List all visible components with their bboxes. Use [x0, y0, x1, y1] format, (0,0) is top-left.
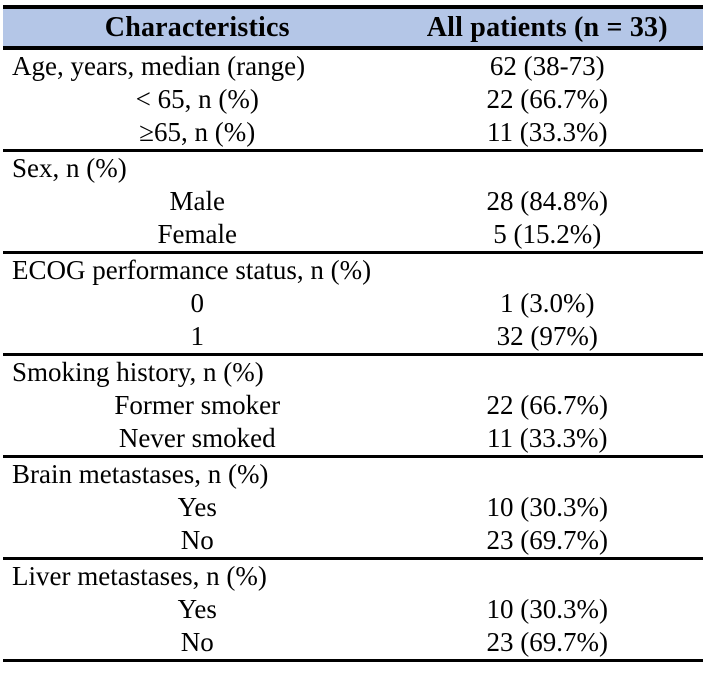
table-row: Former smoker 22 (66.7%)	[3, 389, 703, 422]
row-value-smoking-never: 11 (33.3%)	[487, 423, 608, 453]
table-row: Yes 10 (30.3%)	[3, 491, 703, 524]
row-label-brain-mets-no: No	[180, 525, 214, 555]
row-value-smoking	[391, 353, 703, 389]
row-label-age-lt65: < 65, n (%)	[135, 84, 259, 114]
row-label-sex-female: Female	[157, 219, 237, 249]
row-label-smoking-former: Former smoker	[114, 390, 281, 420]
column-header-characteristics: Characteristics	[3, 7, 392, 50]
column-header-all-patients: All patients (n = 33)	[391, 7, 703, 50]
table-row: No 23 (69.7%)	[3, 524, 703, 559]
row-label-sex: Sex, n (%)	[3, 149, 392, 185]
table-row: 0 1 (3.0%)	[3, 287, 703, 320]
row-value-sex	[391, 149, 703, 185]
table-row: ≥65, n (%) 11 (33.3%)	[3, 116, 703, 151]
table-row: Male 28 (84.8%)	[3, 185, 703, 218]
row-value-sex-male: 28 (84.8%)	[486, 186, 608, 216]
row-value-ecog-0: 1 (3.0%)	[500, 288, 595, 318]
table-row: Female 5 (15.2%)	[3, 218, 703, 253]
row-label-liver-mets-no: No	[180, 627, 214, 657]
table-row: ECOG performance status, n (%)	[3, 251, 703, 287]
table-row: < 65, n (%) 22 (66.7%)	[3, 83, 703, 116]
table-row: Never smoked 11 (33.3%)	[3, 422, 703, 457]
row-value-age-median: 62 (38-73)	[489, 51, 605, 81]
row-label-ecog-1: 1	[190, 321, 205, 351]
row-value-sex-female: 5 (15.2%)	[493, 219, 602, 249]
table-row: Brain metastases, n (%)	[3, 455, 703, 491]
row-value-age-gte65: 11 (33.3%)	[487, 117, 608, 147]
row-label-smoking: Smoking history, n (%)	[3, 353, 392, 389]
table-row: Liver metastases, n (%)	[3, 557, 703, 593]
row-value-ecog	[391, 251, 703, 287]
row-label-ecog-0: 0	[190, 288, 205, 318]
row-label-age-gte65: ≥65, n (%)	[139, 117, 256, 147]
table-header-row: Characteristics All patients (n = 33)	[3, 7, 703, 50]
row-value-liver-mets-yes: 10 (30.3%)	[486, 594, 608, 624]
row-label-age-median: Age, years, median (range)	[12, 51, 306, 81]
table-row: Yes 10 (30.3%)	[3, 593, 703, 626]
row-label-ecog: ECOG performance status, n (%)	[3, 251, 392, 287]
patient-characteristics-table: Characteristics All patients (n = 33) Ag…	[3, 5, 703, 662]
table-row: Smoking history, n (%)	[3, 353, 703, 389]
row-value-brain-mets-no: 23 (69.7%)	[486, 525, 608, 555]
row-value-age-lt65: 22 (66.7%)	[486, 84, 608, 114]
row-label-brain-mets-yes: Yes	[177, 492, 217, 522]
row-value-brain-mets	[391, 455, 703, 491]
row-label-liver-mets-yes: Yes	[177, 594, 217, 624]
row-value-brain-mets-yes: 10 (30.3%)	[486, 492, 608, 522]
row-value-liver-mets-no: 23 (69.7%)	[486, 627, 608, 657]
row-value-liver-mets	[391, 557, 703, 593]
row-value-smoking-former: 22 (66.7%)	[486, 390, 608, 420]
table-row: 1 32 (97%)	[3, 320, 703, 355]
row-label-liver-mets: Liver metastases, n (%)	[3, 557, 392, 593]
row-value-ecog-1: 32 (97%)	[496, 321, 598, 351]
table-row: No 23 (69.7%)	[3, 626, 703, 661]
row-label-smoking-never: Never smoked	[118, 423, 276, 453]
table-row: Age, years, median (range) 62 (38-73)	[3, 48, 703, 83]
row-label-brain-mets: Brain metastases, n (%)	[3, 455, 392, 491]
row-label-sex-male: Male	[169, 186, 225, 216]
table-row: Sex, n (%)	[3, 149, 703, 185]
